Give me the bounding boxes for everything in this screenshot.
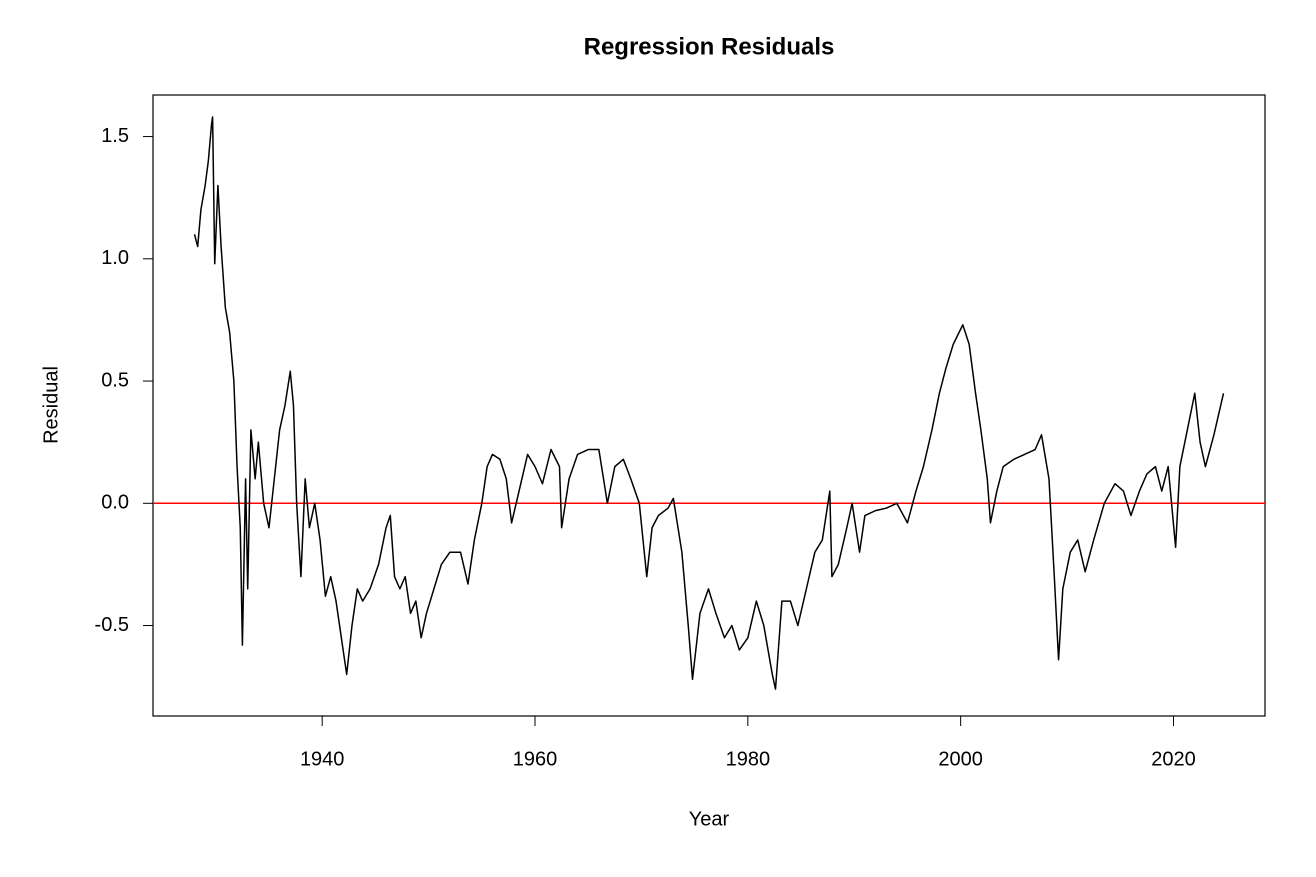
x-axis-label: Year	[689, 808, 730, 830]
y-tick-label: 1.5	[101, 125, 129, 147]
y-axis-label: Residual	[40, 366, 62, 444]
y-tick-label: -0.5	[95, 614, 129, 636]
x-tick-label: 2020	[1151, 748, 1196, 770]
y-tick-label: 0.5	[101, 369, 129, 391]
y-tick-label: 1.0	[101, 247, 129, 269]
x-tick-label: 1960	[513, 748, 558, 770]
x-tick-label: 2000	[938, 748, 983, 770]
chart-title: Regression Residuals	[584, 33, 835, 60]
series-line	[193, 116, 1225, 690]
y-tick-label: 0.0	[101, 492, 129, 514]
x-tick-label: 1940	[300, 748, 345, 770]
x-tick-label: 1980	[726, 748, 771, 770]
plot-frame	[152, 94, 1266, 717]
